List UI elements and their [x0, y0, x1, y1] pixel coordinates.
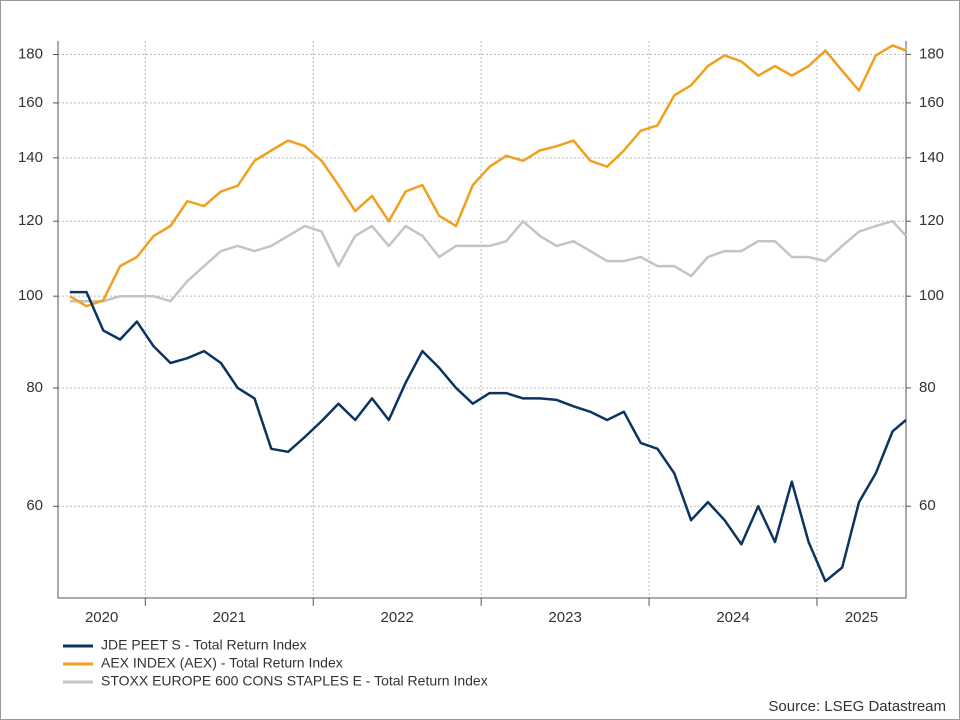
y2-tick-label: 160 [919, 94, 944, 111]
x-tick-label: 2024 [716, 609, 749, 626]
series-line [69, 44, 907, 308]
y-tick-label: 180 [18, 45, 43, 62]
axis-frame [57, 41, 907, 599]
y-tick-label: 80 [26, 379, 43, 396]
series-line [69, 290, 907, 583]
y2-tick-label: 80 [919, 379, 936, 396]
x-tick-label: 2020 [85, 609, 118, 626]
y2-tick-label: 60 [919, 497, 936, 514]
legend-label: STOXX EUROPE 600 CONS STAPLES E - Total … [101, 673, 488, 689]
x-tick-label: 2025 [845, 609, 878, 626]
y2-tick-label: 120 [919, 212, 944, 229]
x-tick-label: 2021 [213, 609, 246, 626]
y-tick-label: 60 [26, 497, 43, 514]
x-tick-label: 2023 [548, 609, 581, 626]
series-line [69, 219, 907, 303]
legend-label: AEX INDEX (AEX) - Total Return Index [101, 655, 343, 671]
x-tick-label: 2022 [381, 609, 414, 626]
y2-tick-label: 180 [919, 45, 944, 62]
y-tick-label: 140 [18, 149, 43, 166]
y2-tick-label: 140 [919, 149, 944, 166]
y2-tick-label: 100 [919, 287, 944, 304]
source: Source: LSEG Datastream [768, 698, 946, 715]
y-tick-label: 160 [18, 94, 43, 111]
legend-label: JDE PEET S - Total Return Index [101, 637, 307, 653]
y-tick-label: 120 [18, 212, 43, 229]
y-tick-label: 100 [18, 287, 43, 304]
